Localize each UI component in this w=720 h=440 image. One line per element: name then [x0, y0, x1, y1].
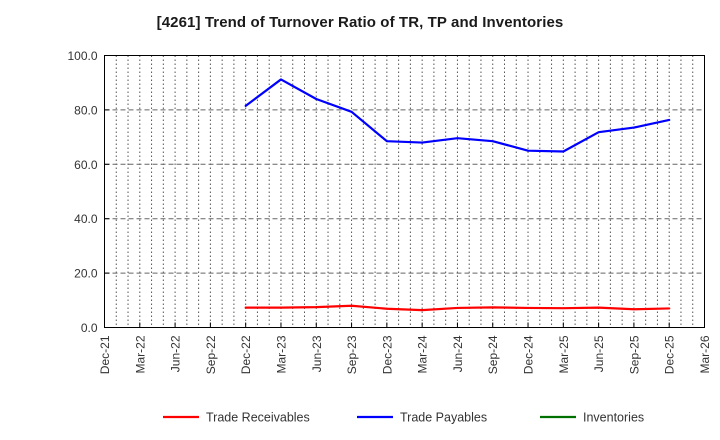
x-tick-label: Sep-22	[204, 335, 218, 374]
data-series-lines	[244, 78, 671, 312]
y-tick-label: 80.0	[74, 103, 98, 117]
x-tick-label: Jun-25	[592, 335, 606, 372]
x-tick-label: Dec-21	[98, 335, 112, 374]
y-tick-label: 0.0	[81, 321, 98, 335]
y-axis-labels: 0.0 20.0 40.0 60.0 80.0 100.0	[67, 49, 97, 335]
x-tick-label: Dec-25	[663, 335, 677, 374]
legend-label: Trade Receivables	[206, 410, 310, 424]
x-tick-label: Dec-24	[522, 335, 536, 374]
x-axis-tick-marks	[104, 322, 705, 328]
legend-label: Inventories	[583, 410, 644, 424]
horizontal-gridlines	[104, 109, 705, 274]
series-line	[244, 78, 671, 153]
x-tick-label: Jun-24	[451, 335, 465, 372]
chart-title: [4261] Trend of Turnover Ratio of TR, TP…	[156, 14, 564, 31]
x-tick-label: Mar-22	[133, 335, 147, 373]
legend-label: Trade Payables	[400, 410, 487, 424]
x-tick-label: Mar-26	[698, 335, 712, 373]
x-tick-label: Jun-23	[310, 335, 324, 372]
x-tick-label: Mar-25	[557, 335, 571, 373]
plot-frame	[104, 55, 705, 328]
x-tick-label: Mar-24	[416, 335, 430, 373]
y-tick-label: 60.0	[74, 158, 98, 172]
y-tick-label: 20.0	[74, 267, 98, 281]
x-tick-label: Sep-25	[627, 335, 641, 374]
x-tick-label: Mar-23	[274, 335, 288, 373]
vertical-gridlines	[115, 55, 694, 328]
chart-legend: Trade Receivables Trade Payables Inventori…	[163, 410, 644, 424]
y-tick-label: 100.0	[67, 49, 97, 63]
x-axis-labels: Dec-21 Mar-22 Jun-22 Sep-22 Dec-22 Mar-23 Jun-…	[98, 335, 712, 374]
x-tick-label: Sep-24	[486, 335, 500, 374]
series-line	[244, 304, 671, 312]
x-tick-label: Sep-23	[345, 335, 359, 374]
y-tick-label: 40.0	[74, 212, 98, 226]
x-tick-label: Dec-23	[380, 335, 394, 374]
y-axis-tick-marks	[104, 55, 110, 328]
x-tick-label: Jun-22	[169, 335, 183, 372]
x-tick-label: Dec-22	[239, 335, 253, 374]
